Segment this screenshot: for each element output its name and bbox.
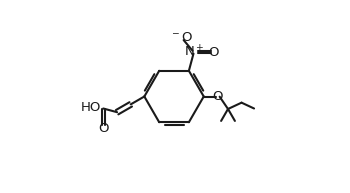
Text: O: O (212, 90, 223, 103)
Text: HO: HO (81, 101, 102, 114)
Text: O: O (98, 123, 109, 135)
Text: $^-$O: $^-$O (170, 31, 194, 44)
Text: N$^+$: N$^+$ (183, 45, 204, 60)
Text: O: O (208, 46, 218, 59)
